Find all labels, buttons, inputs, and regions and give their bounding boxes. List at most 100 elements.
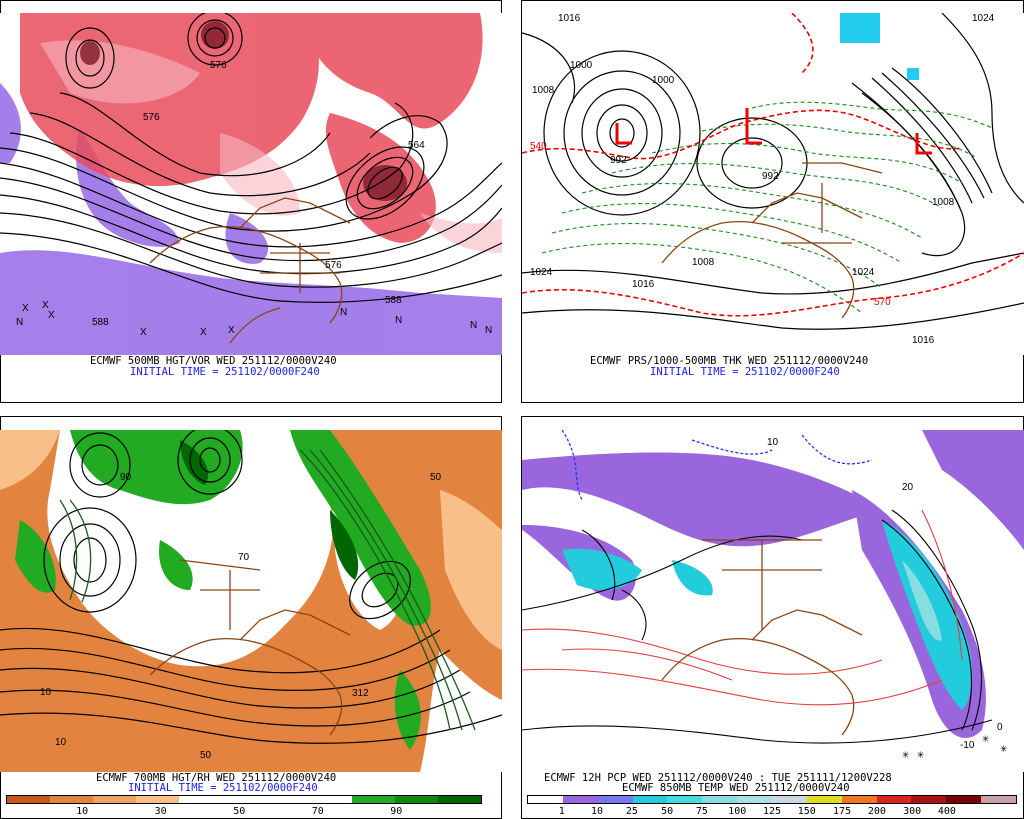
caption-title: ECMWF 500MB HGT/VOR WED 251112/0000V240 (90, 355, 337, 367)
contour-label: 1008 (532, 85, 555, 96)
contour-label: 1024 (972, 13, 995, 24)
legend-pcp-labels: 1 10 25 50 75 100 125 150 175 200 300 40… (527, 806, 1017, 818)
svg-text:X: X (22, 303, 29, 314)
legend-swatch (265, 796, 309, 803)
contour-label: 1016 (558, 13, 581, 24)
legend-label: 50 (233, 806, 246, 817)
svg-text:✳: ✳ (1000, 741, 1007, 755)
svg-text:✳: ✳ (982, 731, 989, 745)
legend-swatch (702, 796, 738, 803)
contour-label: 1008 (932, 197, 955, 208)
svg-text:X: X (42, 300, 49, 311)
contour-label: 540 (530, 141, 547, 152)
contour-label: 90 (120, 472, 132, 483)
contour-label: 588 (92, 317, 109, 328)
svg-text:X: X (228, 325, 235, 336)
legend-swatch (222, 796, 266, 803)
legend-swatch (911, 796, 947, 803)
legend-label: 300 (903, 806, 922, 817)
map-12h-pcp-850temp: 0 -10 10 20 ✳ ✳ ✳ ✳ (522, 430, 1024, 772)
contour-label: 1008 (692, 257, 715, 268)
legend-swatch (876, 796, 912, 803)
contour-label: -10 (960, 740, 975, 751)
contour-label: 1000 (570, 60, 593, 71)
legend-swatch (772, 796, 807, 803)
legend-swatch (946, 796, 982, 803)
contour-label: 992 (610, 155, 627, 166)
contour-label: 1016 (632, 279, 655, 290)
svg-text:N: N (470, 320, 477, 331)
legend-swatch (437, 796, 482, 803)
legend-label: 175 (833, 806, 852, 817)
legend-swatch (394, 796, 438, 803)
contour-label: 1024 (530, 267, 553, 278)
svg-text:X: X (48, 310, 55, 321)
legend-label: 30 (154, 806, 167, 817)
legend-label: 150 (797, 806, 816, 817)
svg-text:N: N (485, 325, 492, 336)
contour-label: 1016 (912, 335, 935, 346)
svg-text:✳: ✳ (917, 747, 924, 761)
svg-text:X: X (200, 327, 207, 338)
contour-label: 10 (767, 437, 779, 448)
legend-pcp-colorbar (527, 795, 1017, 804)
svg-text:X: X (140, 327, 147, 338)
legend-swatch (667, 796, 703, 803)
legend-swatch (632, 796, 668, 803)
legend-label: 70 (311, 806, 324, 817)
legend-swatch (50, 796, 94, 803)
contour-label: 588 (385, 295, 402, 306)
legend-swatch (841, 796, 877, 803)
contour-label: 10 (55, 737, 67, 748)
contour-label: 576 (210, 60, 227, 71)
legend-swatch (179, 796, 223, 803)
contour-label: 564 (408, 140, 425, 151)
legend-swatch (528, 796, 563, 803)
legend-label: 25 (625, 806, 638, 817)
svg-text:N: N (395, 315, 402, 326)
map-prs-thickness: 1016 1000 1008 992 1000 992 540 1024 101… (522, 13, 1024, 355)
legend-label: 125 (762, 806, 782, 817)
legend-swatch (308, 796, 352, 803)
caption-temp-title: ECMWF 850MB TEMP WED 251112/0000V240 (622, 782, 850, 794)
contour-label: 20 (902, 482, 914, 493)
legend-label: 10 (76, 806, 89, 817)
caption-init-time: INITIAL TIME = 251102/0000F240 (130, 366, 320, 378)
contour-label: 0 (997, 722, 1003, 733)
svg-text:N: N (340, 307, 347, 318)
legend-rh-labels: 10 30 50 70 90 (6, 806, 482, 818)
contour-label: 70 (238, 552, 250, 563)
contour-label: 1000 (652, 75, 675, 86)
contour-label: 576 (143, 112, 160, 123)
legend-swatch (597, 796, 633, 803)
contour-label: 992 (762, 171, 779, 182)
legend-label: 100 (728, 806, 747, 817)
svg-text:N: N (16, 317, 23, 328)
legend-swatch (136, 796, 180, 803)
legend-swatch (93, 796, 137, 803)
contour-label: 312 (352, 688, 369, 699)
contour-label: 10 (40, 687, 52, 698)
legend-label: 90 (390, 806, 403, 817)
legend-label: 10 (591, 806, 604, 817)
contour-label: 576 (325, 260, 342, 271)
legend-label: 50 (661, 806, 674, 817)
legend-label: 400 (937, 806, 956, 817)
caption-title: ECMWF PRS/1000-500MB THK WED 251112/0000… (590, 355, 869, 367)
legend-label: 200 (867, 806, 886, 817)
contour-label: 1024 (852, 267, 875, 278)
legend-swatch (737, 796, 773, 803)
legend-swatch (562, 796, 598, 803)
caption-pcp-title: ECMWF 12H PCP WED 251112/0000V240 : TUE … (544, 772, 892, 784)
legend-swatch (806, 796, 842, 803)
map-700mb-hgt-rh: 10 10 312 50 70 90 50 (0, 430, 502, 772)
legend-swatch (981, 796, 1017, 803)
caption-init-time: INITIAL TIME = 251102/0000F240 (128, 782, 318, 794)
caption-init-time: INITIAL TIME = 251102/0000F240 (650, 366, 840, 378)
legend-rh-colorbar (6, 795, 482, 804)
legend-swatch (7, 796, 51, 803)
legend-label: 1 (558, 806, 565, 817)
legend-swatch (351, 796, 395, 803)
contour-label: 50 (200, 750, 212, 761)
